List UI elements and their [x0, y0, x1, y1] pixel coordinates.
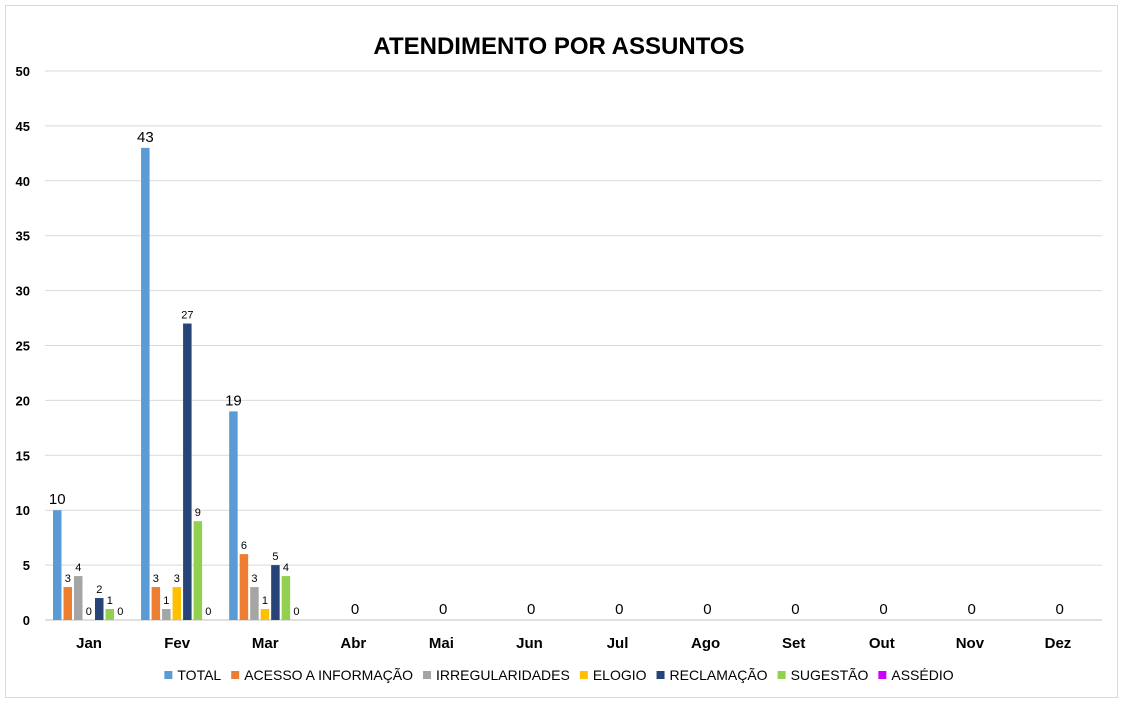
- data-label: 4: [75, 562, 81, 574]
- y-tick-label: 40: [16, 174, 30, 189]
- legend-swatch: [777, 671, 786, 679]
- data-label: 0: [879, 601, 887, 618]
- bar: [229, 411, 238, 620]
- x-tick-label: Out: [869, 635, 895, 652]
- bar: [95, 598, 104, 620]
- x-axis-ticks: Jan Fev Mar Abr Mai Jun Jul Ago Set Out Nov Dez: [76, 635, 1071, 652]
- data-label: 19: [225, 392, 242, 409]
- x-tick-label: Ago: [691, 635, 720, 652]
- data-label: 0: [527, 601, 535, 618]
- data-label: 0: [205, 606, 211, 618]
- x-tick-label: Fev: [164, 635, 191, 652]
- data-label: 3: [65, 573, 71, 585]
- legend-swatch: [656, 671, 665, 679]
- data-label: 0: [351, 601, 359, 618]
- data-label: 0: [615, 601, 623, 618]
- bar: [105, 609, 114, 620]
- data-label: 0: [791, 601, 799, 618]
- legend: TOTAL ACESSO A INFORMAÇÃO IRREGULARIDADES E…: [164, 667, 954, 683]
- x-tick-label: Mai: [429, 635, 454, 652]
- legend-swatch: [423, 671, 432, 679]
- bar: [63, 587, 72, 620]
- legend-label: ELOGIO: [593, 667, 647, 683]
- data-label: 9: [195, 507, 201, 519]
- bar: [172, 587, 182, 620]
- y-tick-label: 50: [16, 64, 30, 79]
- legend-label: TOTAL: [177, 667, 221, 683]
- y-tick-label: 15: [16, 448, 30, 463]
- x-tick-label: Nov: [956, 635, 985, 652]
- data-label: 3: [251, 573, 257, 585]
- data-label: 5: [272, 551, 278, 563]
- bar: [74, 576, 83, 620]
- bar: [162, 609, 171, 620]
- y-tick-label: 10: [16, 503, 30, 518]
- data-label: 3: [174, 573, 180, 585]
- data-label: 2: [96, 584, 102, 596]
- y-tick-label: 25: [16, 339, 30, 354]
- data-label: 0: [293, 606, 299, 618]
- data-label: 0: [967, 601, 975, 618]
- bar: [281, 576, 291, 620]
- x-tick-label: Jul: [607, 635, 629, 652]
- x-tick-label: Dez: [1045, 635, 1072, 652]
- x-tick-label: Set: [782, 635, 805, 652]
- bar: [53, 510, 62, 620]
- x-tick-label: Abr: [340, 635, 366, 652]
- legend-swatch: [164, 671, 173, 679]
- bar: [183, 323, 192, 620]
- data-label: 0: [1056, 601, 1064, 618]
- y-tick-label: 0: [23, 613, 30, 628]
- bar: [239, 554, 249, 620]
- bar: [193, 521, 203, 620]
- bar: [141, 147, 150, 621]
- data-label: 10: [49, 491, 66, 508]
- bar: [151, 587, 161, 620]
- x-tick-label: Jun: [516, 635, 543, 652]
- legend-swatch: [878, 671, 887, 679]
- chart-title: ATENDIMENTO POR ASSUNTOS: [373, 33, 744, 60]
- data-label: 43: [137, 129, 154, 146]
- data-label: 0: [86, 606, 92, 618]
- legend-label: ACESSO A INFORMAÇÃO: [244, 667, 413, 683]
- legend-label: RECLAMAÇÃO: [670, 667, 768, 683]
- y-axis-ticks: 0 5 10 15 20 25 30 35 40 45 50: [16, 64, 30, 628]
- bar: [260, 609, 270, 620]
- data-label: 1: [262, 595, 268, 607]
- legend-label: IRREGULARIDADES: [436, 667, 570, 683]
- data-label: 3: [153, 573, 159, 585]
- y-tick-label: 5: [23, 558, 30, 573]
- gridlines: [45, 70, 1102, 621]
- y-tick-label: 30: [16, 284, 30, 299]
- legend-swatch: [579, 671, 588, 679]
- data-label: 4: [283, 562, 289, 574]
- data-label: 27: [181, 310, 193, 322]
- legend-label: ASSÉDIO: [891, 667, 953, 683]
- y-tick-label: 35: [16, 229, 30, 244]
- x-tick-label: Jan: [76, 635, 102, 652]
- x-tick-label: Mar: [252, 635, 279, 652]
- y-tick-label: 20: [16, 393, 30, 408]
- legend-swatch: [231, 671, 240, 679]
- data-label: 0: [117, 606, 123, 618]
- y-tick-label: 45: [16, 119, 30, 134]
- bars: [53, 147, 291, 621]
- bar: [250, 587, 259, 620]
- data-label: 1: [163, 595, 169, 607]
- legend-label: SUGESTÃO: [791, 667, 869, 683]
- data-label: 0: [703, 601, 711, 618]
- data-label: 1: [107, 595, 113, 607]
- bar: [271, 565, 280, 620]
- data-label: 0: [439, 601, 447, 618]
- data-label: 6: [241, 540, 247, 552]
